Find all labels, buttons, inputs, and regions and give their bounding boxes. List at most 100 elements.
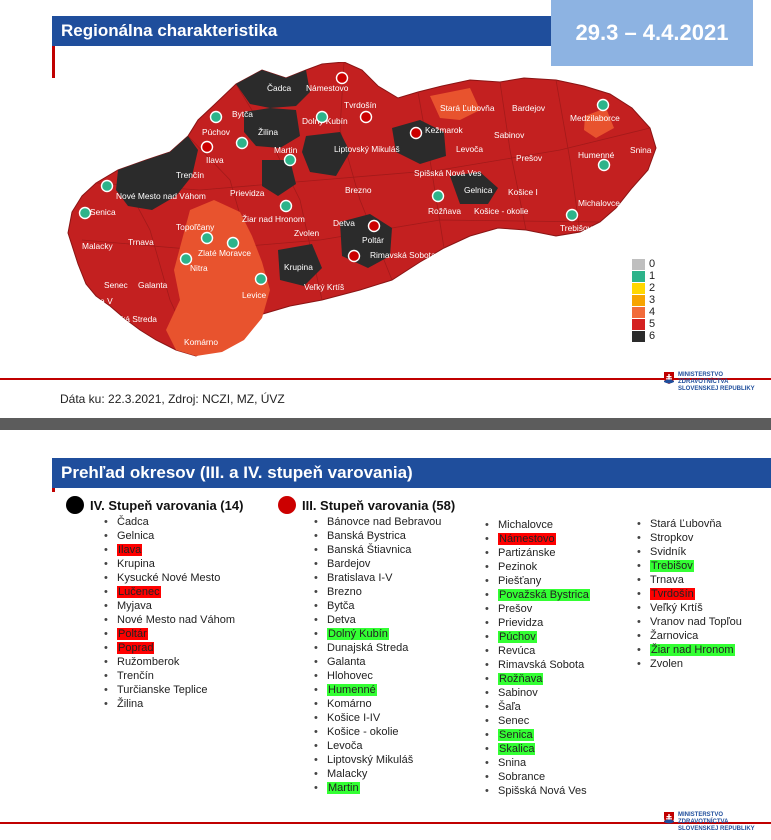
map-label: Galanta: [138, 280, 168, 290]
rising-markers: [200, 71, 423, 263]
district-name: Banská Štiavnica: [327, 544, 412, 556]
district-item: Bardejov: [314, 557, 441, 571]
map-label: Trnava: [128, 237, 154, 247]
level3-list-col1: Bánovce nad Bebravou Banská Bystrica Bansk…: [314, 515, 441, 795]
district-name: Lučenec: [117, 586, 161, 598]
map-label: Dunajská Streda: [95, 314, 157, 324]
footer-divider: [0, 378, 771, 380]
district-item: Humenné: [314, 683, 441, 697]
map-label: Gelnica: [464, 185, 493, 195]
map-marker-red: [347, 249, 361, 263]
district-name: Piešťany: [498, 575, 542, 587]
district-name: Košice - okolie: [327, 726, 399, 738]
legend-row: 6: [632, 330, 655, 342]
page-title: Prehľad okresov (III. a IV. stupeň varov…: [52, 458, 771, 488]
district-item: Dolný Kubín: [314, 627, 441, 641]
district-name: Turčianske Teplice: [117, 684, 208, 696]
region-black-gelnica: [450, 172, 498, 204]
legend-label: 0: [649, 258, 656, 270]
region-black-poprad: [392, 120, 446, 164]
legend-row: 1: [632, 270, 655, 282]
level3-heading: III. Stupeň varovania (58): [278, 496, 455, 514]
ministry-line: ZDRAVOTNÍCTVA: [678, 379, 729, 385]
map-marker-green: [279, 199, 293, 213]
map-marker-green: [200, 231, 214, 245]
legend-label: 3: [649, 294, 656, 306]
district-item: Detva: [314, 613, 441, 627]
coat-of-arms-icon: [664, 372, 674, 384]
map-marker-green: [431, 189, 445, 203]
map-label: Zvolen: [294, 228, 319, 238]
district-item: Rimavská Sobota: [485, 658, 590, 672]
district-item: Sabinov: [485, 686, 590, 700]
district-item: Martin: [314, 781, 441, 795]
district-item: Svidník: [637, 545, 742, 559]
map-label: Zlaté Moravce: [198, 248, 251, 258]
level3-dot-icon: [278, 496, 296, 514]
region-black-zilina: [244, 108, 300, 148]
map-label: Detva: [333, 218, 355, 228]
district-item: Spišská Nová Ves: [485, 784, 590, 798]
map-label: Nitra: [190, 263, 208, 273]
district-item: Banská Štiavnica: [314, 543, 441, 557]
district-item: Skalica: [485, 742, 590, 756]
district-name: Liptovský Mikuláš: [327, 754, 414, 766]
district-name: Bardejov: [327, 558, 371, 570]
district-item: Zvolen: [637, 657, 742, 671]
map-marker-green: [283, 153, 297, 167]
district-item: Gelnica: [104, 529, 235, 543]
map-marker-green: [226, 236, 240, 250]
map-label: Trenčín: [176, 170, 204, 180]
level4-dot-icon: [66, 496, 84, 514]
legend-label: 2: [649, 282, 656, 294]
date-range-badge: 29.3 – 4.4.2021: [551, 0, 753, 66]
district-name: Spišská Nová Ves: [498, 785, 587, 797]
district-name: Detva: [327, 614, 356, 626]
district-item: Hlohovec: [314, 669, 441, 683]
region-black-cadca: [236, 70, 310, 108]
district-name: Senec: [498, 715, 530, 727]
map-label: Malacky: [82, 241, 114, 251]
district-item: Veľký Krtíš: [637, 601, 742, 615]
map-label: Kežmarok: [425, 125, 464, 135]
district-name: Pezinok: [498, 561, 538, 573]
map-label: Rožňava: [428, 206, 461, 216]
map-marker-green: [179, 252, 193, 266]
map-label: Levoča: [456, 144, 483, 154]
map-label: Topoľčany: [176, 222, 215, 232]
district-name: Gelnica: [117, 530, 155, 542]
district-item: Považská Bystrica: [485, 588, 590, 602]
map-marker-green: [78, 206, 92, 220]
legend-row: 3: [632, 294, 655, 306]
district-item: Banská Bystrica: [314, 529, 441, 543]
district-name: Sabinov: [498, 687, 538, 699]
district-item: Bratislava I-V: [314, 571, 441, 585]
district-name: Skalica: [498, 743, 536, 755]
district-item: Stará Ľubovňa: [637, 517, 742, 531]
district-item: Levoča: [314, 739, 441, 753]
district-name: Žiar nad Hronom: [650, 644, 735, 656]
region-black-turcianske: [262, 160, 296, 196]
district-item: Pezinok: [485, 560, 590, 574]
district-item: Senec: [485, 714, 590, 728]
district-name: Trenčín: [117, 670, 154, 682]
ministry-line: MINISTERSTVO: [678, 372, 724, 378]
district-name: Martin: [327, 782, 360, 794]
map-label: Stará Ľubovňa: [440, 103, 495, 113]
district-name: Humenné: [327, 684, 377, 696]
district-name: Stropkov: [650, 532, 694, 544]
district-item: Bytča: [314, 599, 441, 613]
region-orange-west: [166, 200, 270, 356]
district-name: Sobrance: [498, 771, 546, 783]
map-label: Nové Mesto nad Váhom: [116, 191, 206, 201]
level4-heading: IV. Stupeň varovania (14): [66, 496, 243, 514]
district-item: Komárno: [314, 697, 441, 711]
district-name: Dunajská Streda: [327, 642, 409, 654]
district-item: Malacky: [314, 767, 441, 781]
district-name: Rimavská Sobota: [498, 659, 585, 671]
map-label: Ilava: [206, 155, 224, 165]
level4-list: Čadca Gelnica Ilava Krupina Kysucké Nové Mes…: [104, 515, 235, 711]
district-item: Čadca: [104, 515, 235, 529]
district-name: Snina: [498, 757, 527, 769]
legend-swatch: [632, 330, 645, 342]
